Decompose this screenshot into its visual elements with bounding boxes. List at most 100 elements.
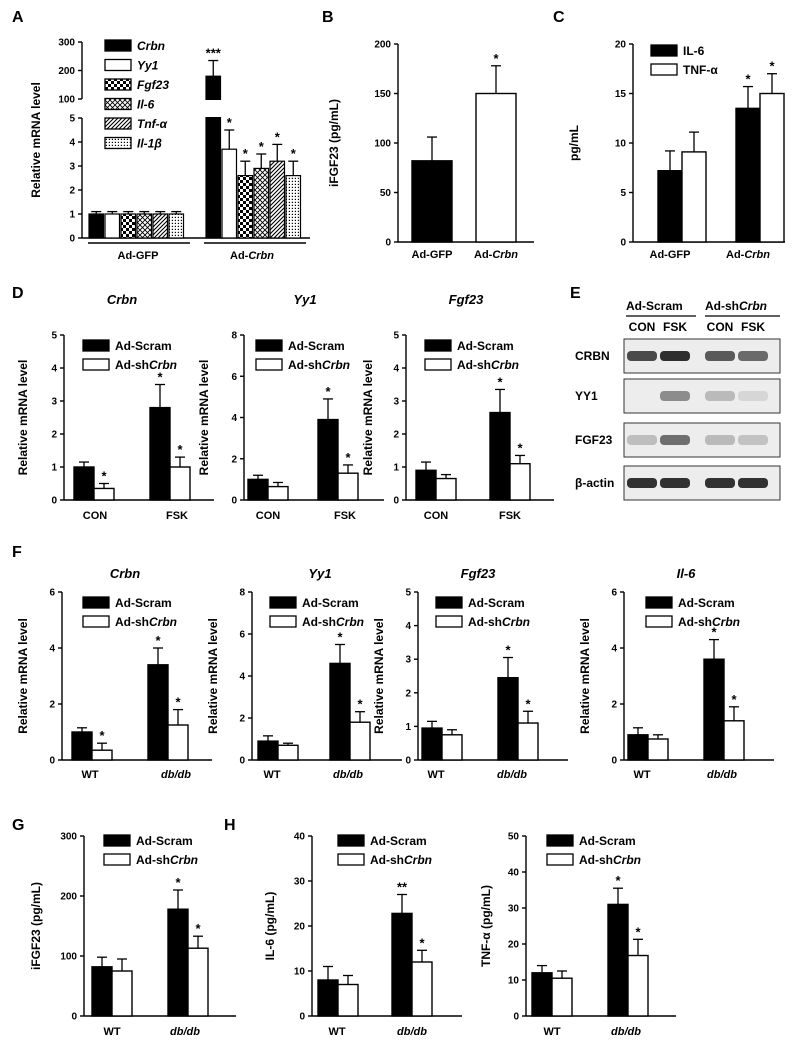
x-tick-label: db/db <box>611 1026 641 1038</box>
y-tick-label: 200 <box>58 66 75 77</box>
blot-band <box>738 351 768 361</box>
significance-mark: * <box>259 139 265 154</box>
bar-C-1-1 <box>759 92 785 243</box>
panel-label-c: C <box>553 9 565 26</box>
x-tick-label: db/db <box>707 769 737 781</box>
blot-band <box>660 351 690 361</box>
legend-label: Ad-shCrbn <box>579 853 641 867</box>
blot-row-label: FGF23 <box>575 433 613 447</box>
legend-label: Ad-Scram <box>457 339 514 353</box>
y-tick-label: 2 <box>51 430 57 441</box>
y-tick-label: 100 <box>60 952 77 963</box>
x-tick-label: CON <box>256 510 281 522</box>
significance-mark: * <box>275 129 281 144</box>
y-axis-label: iFGF23 (pg/mL) <box>29 882 43 970</box>
y-tick-label: 10 <box>508 976 520 987</box>
bar-D1-1-0 <box>149 406 171 501</box>
significance-mark: * <box>505 643 511 658</box>
bar-A-0-3 <box>136 213 153 239</box>
y-tick-label: 3 <box>405 655 411 666</box>
chart-title: Fgf23 <box>461 566 496 581</box>
y-tick-label: 4 <box>239 672 245 683</box>
y-tick-label: 5 <box>620 188 626 199</box>
legend-label: Ad-shCrbn <box>678 615 740 629</box>
legend-swatch <box>269 615 297 628</box>
significance-mark: * <box>227 115 233 130</box>
bar-A-0-5 <box>168 213 185 239</box>
legend-label: TNF-α <box>683 63 718 77</box>
bar-A-1-1 <box>221 148 238 239</box>
legend-label: Ad-Scram <box>115 339 172 353</box>
blot-row-label: YY1 <box>575 389 598 403</box>
bar-H2-1-1 <box>627 954 649 1017</box>
bar-D2-1-0 <box>317 418 339 501</box>
legend-label: Ad-Scram <box>288 339 345 353</box>
legend-label: Il-6 <box>137 98 155 112</box>
bar-A-0-2 <box>120 213 137 239</box>
y-tick-label: 100 <box>58 95 75 106</box>
x-tick-label: FSK <box>334 510 356 522</box>
legend-swatch <box>104 97 132 111</box>
y-tick-label: 0 <box>69 234 75 245</box>
chart-F1: 0 2 4 6 Relative mRNA level Crbn * WT * * db/db Ad-… <box>16 566 212 781</box>
chart-C: 0 5 10 15 20 pg/mL Ad-GFP * * Ad-Crbn IL-6 TNF-α <box>567 40 785 261</box>
legend-label: Ad-shCrbn <box>115 615 177 629</box>
legend-label: Tnf-α <box>137 117 168 131</box>
x-tick-label: Ad-Crbn <box>474 249 518 261</box>
bar-A-0-1 <box>104 213 121 239</box>
y-tick-label: 2 <box>49 700 55 711</box>
bar-F1-1-1 <box>167 724 189 761</box>
bar-C-0-1 <box>681 151 707 243</box>
bar-D3-1-0 <box>489 411 511 501</box>
blot-band <box>738 478 768 488</box>
significance-mark: * <box>497 374 503 389</box>
bar-H1-0-1 <box>337 983 359 1017</box>
legend-label: Ad-shCrbn <box>115 358 177 372</box>
bar-D3-0-1 <box>435 477 457 501</box>
y-tick-label: 4 <box>49 644 55 655</box>
x-tick-label: db/db <box>497 769 527 781</box>
y-tick-label: 5 <box>69 114 75 125</box>
chart-title: Crbn <box>107 292 137 307</box>
y-tick-label: 1 <box>405 722 411 733</box>
bar-F4-1-0 <box>703 658 725 761</box>
legend-swatch <box>645 596 673 609</box>
y-tick-label: 3 <box>51 397 57 408</box>
legend-swatch <box>424 339 452 352</box>
x-tick-label: WT <box>81 769 98 781</box>
y-tick-label: 2 <box>611 700 617 711</box>
bar-A-1-4 <box>269 160 286 239</box>
chart-G: 0 100 200 300 iFGF23 (pg/mL) WT * * db/db Ad-Scra… <box>29 832 236 1038</box>
legend-label: Yy1 <box>137 59 159 73</box>
y-tick-label: 8 <box>239 588 245 599</box>
legend-swatch <box>337 853 365 866</box>
bar-D3-1-1 <box>509 463 531 501</box>
x-tick-label: db/db <box>170 1026 200 1038</box>
significance-mark: * <box>337 630 343 645</box>
blot-group-label: Ad-Scram <box>626 299 683 313</box>
bar-B-0 <box>411 160 453 243</box>
significance-mark: ** <box>397 880 408 895</box>
x-tick-label: Ad-GFP <box>650 249 691 261</box>
y-tick-label: 50 <box>508 832 520 843</box>
legend-swatch <box>424 358 452 371</box>
blot-band <box>738 435 768 445</box>
y-tick-label: 4 <box>51 364 57 375</box>
significance-mark: * <box>157 370 163 385</box>
y-tick-label: 1 <box>51 463 57 474</box>
bar-F4-1-1 <box>723 720 745 761</box>
legend-swatch <box>337 834 365 847</box>
legend-label: Ad-shCrbn <box>457 358 519 372</box>
legend-label: Fgf23 <box>137 78 169 92</box>
significance-mark: * <box>769 59 775 74</box>
bar-D3-0-0 <box>415 469 437 501</box>
blot-lane-label: CON <box>629 320 656 334</box>
y-tick-label: 2 <box>405 688 411 699</box>
y-tick-label: 4 <box>405 621 411 632</box>
y-axis-label: Relative mRNA level <box>372 618 386 734</box>
y-axis-label: IL-6 (pg/mL) <box>263 892 277 961</box>
y-axis-label: Relative mRNA level <box>361 360 375 476</box>
x-tick-label: CON <box>83 510 108 522</box>
y-axis-label: Relative mRNA level <box>206 618 220 734</box>
y-tick-label: 4 <box>231 413 237 424</box>
